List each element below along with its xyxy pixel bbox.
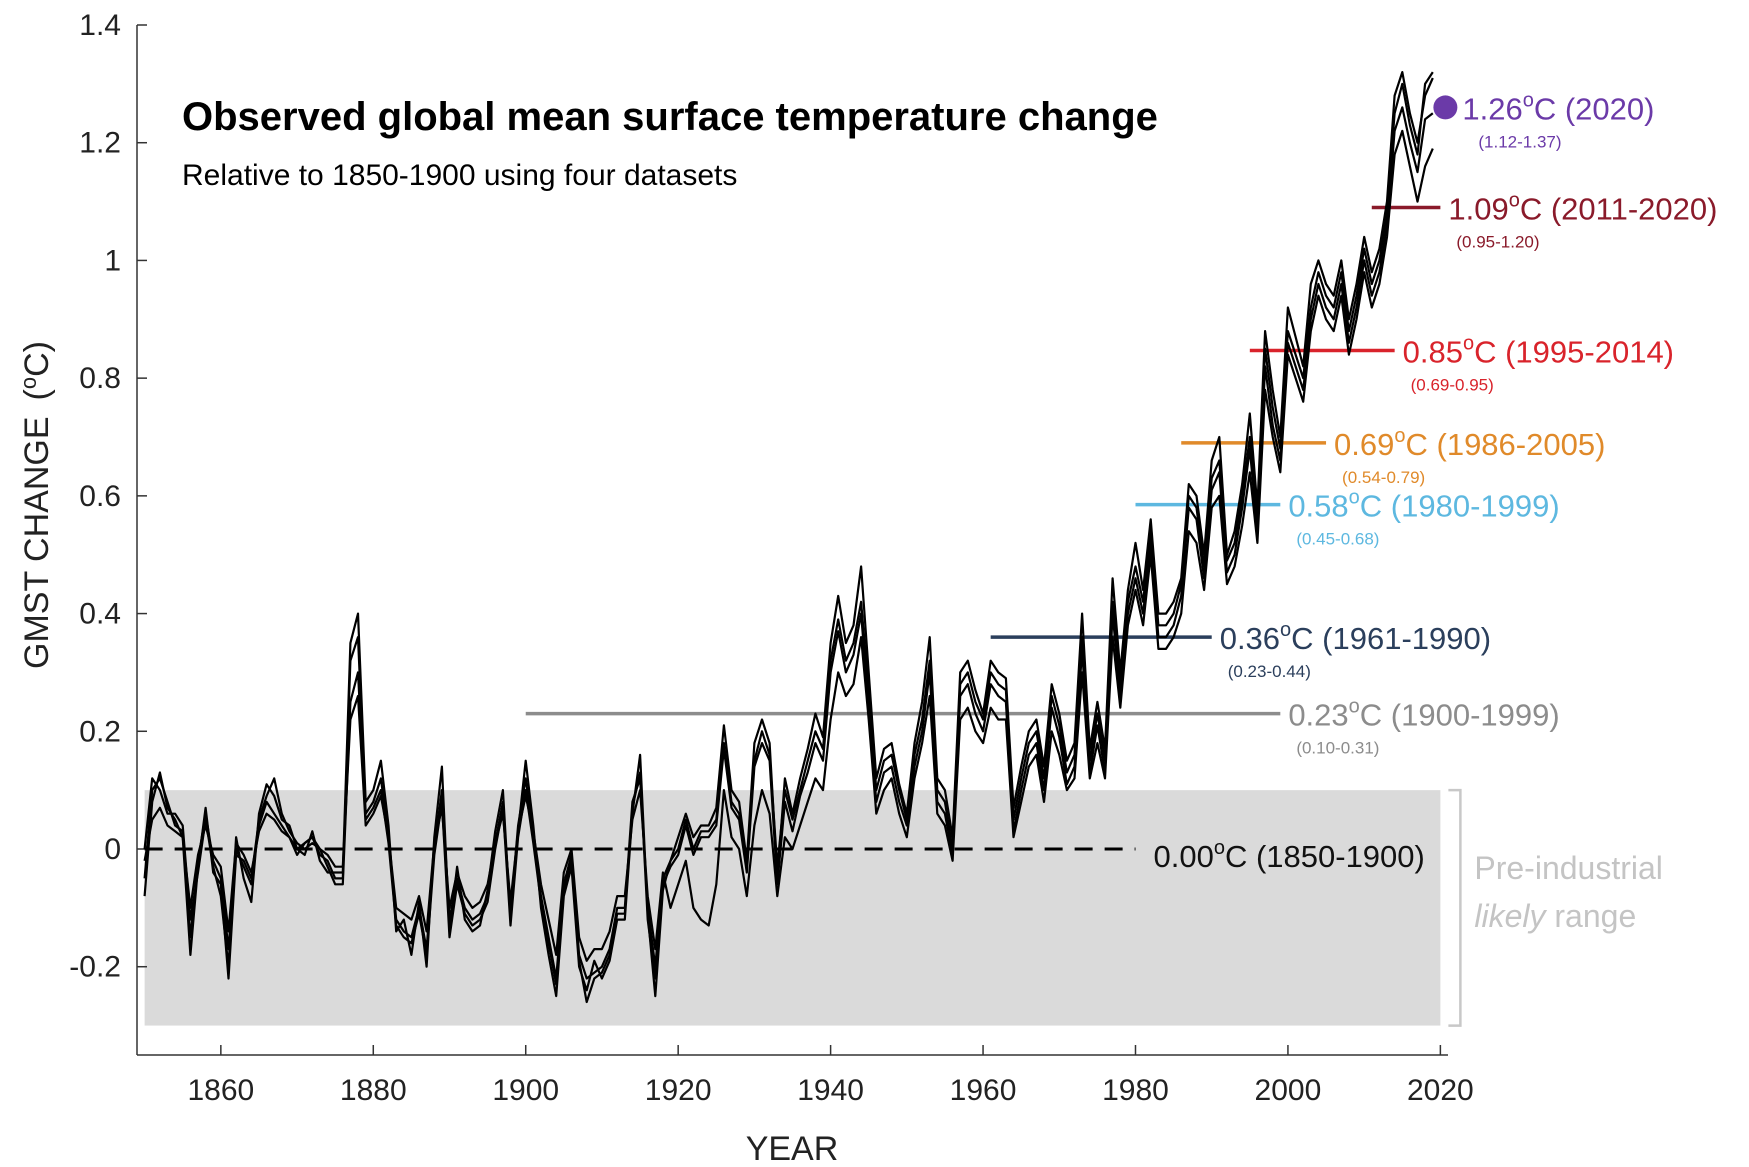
- y-axis-title-text: GMST CHANGE: [18, 416, 56, 669]
- period-label-value: 0.23: [1288, 698, 1348, 733]
- point-2020-marker: [1433, 95, 1458, 120]
- y-tick-label: 0: [104, 833, 121, 866]
- chart-title: Observed global mean surface temperature…: [182, 95, 1158, 139]
- point-2020-label-unit-period: C (2020): [1534, 91, 1655, 126]
- x-tick-label: 2000: [1255, 1074, 1322, 1107]
- y-tick-label: 0.2: [79, 715, 121, 748]
- period-label-value: 0.58: [1288, 489, 1348, 524]
- period-label: 0.58oC (1980-1999): [1288, 487, 1559, 524]
- dataset-series-line: [143, 71, 1434, 998]
- point-2020-label-degree: o: [1523, 89, 1534, 111]
- y-tick-label: 0.8: [79, 362, 121, 395]
- period-label: 0.36oC (1961-1990): [1220, 619, 1491, 656]
- period-label-degree: o: [1463, 332, 1474, 354]
- pre-industrial-bracket: [1448, 788, 1462, 1027]
- period-label: 0.23oC (1900-1999): [1288, 696, 1559, 733]
- period-label-degree: o: [1280, 619, 1291, 641]
- pre-industrial-band-layer: [144, 788, 1462, 1027]
- period-range-label: (0.23-0.44): [1228, 662, 1311, 681]
- period-label-value: 1.09: [1448, 191, 1508, 226]
- y-axis-unit-degree: o: [16, 377, 41, 389]
- y-tick-label: 1.4: [79, 9, 121, 42]
- x-tick-label: 2020: [1407, 1074, 1474, 1107]
- baseline-label-degree: o: [1214, 837, 1225, 859]
- x-tick-label: 1960: [950, 1074, 1017, 1107]
- period-label-degree: o: [1509, 189, 1520, 211]
- period-label-unit-period: C (2011-2020): [1520, 191, 1718, 226]
- period-label-degree: o: [1394, 425, 1405, 447]
- period-label-value: 0.69: [1334, 427, 1394, 462]
- baseline-label-value: 0.00: [1153, 839, 1213, 874]
- y-tick-label: 1.2: [79, 127, 121, 160]
- dataset-series-line: [143, 129, 1434, 962]
- series-lines: [143, 71, 1434, 1004]
- period-label-unit-period: C (1961-1990): [1291, 621, 1491, 656]
- period-range-label: (0.95-1.20): [1456, 232, 1539, 251]
- baseline-label: 0.00oC (1850-1900): [1153, 837, 1424, 874]
- period-label-degree: o: [1349, 487, 1360, 509]
- x-tick-label: 1920: [645, 1074, 712, 1107]
- point-2020-label-value: 1.26: [1462, 91, 1522, 126]
- y-axis-unit: (: [18, 388, 56, 400]
- period-label-degree: o: [1349, 696, 1360, 718]
- period-label-unit-period: C (1986-2005): [1406, 427, 1606, 462]
- y-axis-unit-c: C): [18, 341, 56, 377]
- x-tick-label: 1980: [1102, 1074, 1169, 1107]
- period-range-label: (0.45-0.68): [1296, 530, 1379, 549]
- x-tick-label: 1860: [187, 1074, 254, 1107]
- baseline-label-unit-period: C (1850-1900): [1225, 839, 1425, 874]
- pre-industrial-label-rest: range: [1546, 898, 1637, 934]
- pre-industrial-label-line2: likely range: [1474, 898, 1636, 934]
- period-label: 1.09oC (2011-2020): [1448, 189, 1717, 226]
- point-2020-label: 1.26oC (2020): [1462, 89, 1654, 126]
- y-tick-label: 1: [104, 244, 121, 277]
- period-label-value: 0.85: [1403, 334, 1463, 369]
- period-label: 0.85oC (1995-2014): [1403, 332, 1674, 369]
- x-tick-label: 1880: [340, 1074, 407, 1107]
- pre-industrial-label-italic: likely: [1474, 898, 1547, 934]
- period-label-unit-period: C (1995-2014): [1474, 334, 1674, 369]
- x-tick-label: 1940: [797, 1074, 864, 1107]
- y-tick-label: 0.6: [79, 480, 121, 513]
- pre-industrial-band: [144, 790, 1441, 1026]
- point-2020-range: (1.12-1.37): [1478, 132, 1561, 151]
- period-range-label: (0.54-0.79): [1342, 468, 1425, 487]
- annotations: 0.00oC (1850-1900)0.23oC (1900-1999)(0.1…: [1153, 89, 1717, 934]
- x-axis-title: YEAR: [746, 1130, 839, 1167]
- period-lines: [144, 205, 1441, 851]
- pre-industrial-label-line1: Pre-industrial: [1474, 850, 1663, 886]
- axes: -0.2 0 0.2 0.4 0.6 0.8 1 1.2 1.4 1860 1880 1900 1920…: [69, 9, 1473, 1107]
- dataset-series-line: [143, 106, 1434, 1004]
- y-tick-label: -0.2: [69, 951, 121, 984]
- period-range-label: (0.69-0.95): [1411, 375, 1494, 394]
- y-axis-title: GMST CHANGE (oC): [16, 341, 56, 669]
- period-range-label: (0.10-0.31): [1296, 739, 1379, 758]
- period-label: 0.69oC (1986-2005): [1334, 425, 1605, 462]
- chart-subtitle: Relative to 1850-1900 using four dataset…: [182, 159, 737, 192]
- period-label-value: 0.36: [1220, 621, 1280, 656]
- x-tick-label: 1900: [492, 1074, 559, 1107]
- y-tick-label: 0.4: [79, 598, 121, 631]
- period-label-unit-period: C (1900-1999): [1360, 698, 1560, 733]
- period-label-unit-period: C (1980-1999): [1360, 489, 1560, 524]
